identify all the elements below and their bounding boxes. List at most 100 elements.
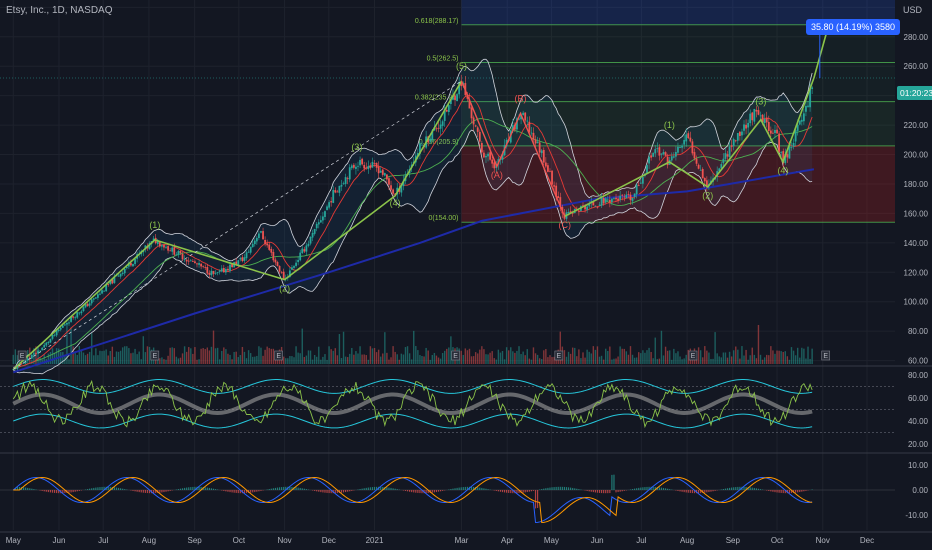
- volume-bar: [464, 348, 467, 364]
- candle-body: [796, 124, 799, 131]
- candle-body: [334, 190, 337, 193]
- candle-body: [693, 152, 696, 159]
- candle-body: [809, 88, 811, 108]
- volume-bar: [697, 347, 700, 364]
- macd-histogram-bar: [755, 488, 758, 490]
- candle-body: [660, 153, 663, 155]
- macd-histogram-bar: [421, 490, 423, 494]
- macd-histogram-bar: [584, 490, 586, 491]
- volume-bar: [328, 346, 330, 364]
- macd-histogram-bar: [536, 490, 539, 508]
- macd-histogram-bar: [613, 474, 615, 490]
- candle-body: [685, 134, 688, 142]
- macd-histogram-bar: [782, 490, 784, 494]
- candle-body: [305, 245, 308, 252]
- candle-body: [641, 176, 644, 184]
- volume-bar: [507, 350, 510, 364]
- candle-body: [70, 316, 72, 322]
- macd-histogram-bar: [208, 487, 210, 490]
- volume-bar: [39, 357, 41, 364]
- macd-histogram-bar: [142, 490, 144, 493]
- volume-bar: [384, 332, 386, 364]
- macd-histogram-bar: [679, 490, 681, 492]
- candle-body: [604, 198, 607, 203]
- volume-bar: [413, 330, 415, 364]
- macd-histogram-bar: [115, 487, 118, 490]
- macd-histogram-bar: [545, 488, 547, 490]
- volume-bar: [377, 349, 380, 364]
- volume-bar: [673, 348, 675, 364]
- volume-bar: [72, 346, 74, 364]
- macd-histogram-bar: [177, 489, 180, 490]
- volume-bar: [718, 356, 720, 364]
- volume-bar: [423, 356, 425, 364]
- x-tick-label: May: [544, 536, 559, 545]
- macd-histogram-bar: [186, 487, 188, 490]
- macd-histogram-bar: [417, 490, 419, 493]
- candle-body: [749, 113, 752, 124]
- macd-histogram-bar: [501, 490, 504, 493]
- volume-bar: [642, 350, 644, 364]
- volume-bar: [778, 350, 780, 364]
- candle-body: [751, 112, 754, 121]
- macd-histogram-bar: [227, 490, 229, 492]
- macd-histogram-bar: [99, 487, 101, 490]
- macd-histogram-bar: [683, 490, 685, 493]
- macd-histogram-bar: [250, 490, 252, 493]
- volume-bar: [809, 358, 811, 364]
- macd-histogram-bar: [503, 490, 506, 493]
- candle-body: [776, 129, 778, 134]
- candle-body: [730, 145, 733, 147]
- volume-bar: [159, 358, 161, 364]
- volume-bar: [743, 355, 745, 364]
- candle-body: [699, 169, 702, 171]
- symbol-title[interactable]: Etsy, Inc., 1D, NASDAQ: [6, 5, 113, 16]
- macd-histogram-bar: [532, 490, 535, 491]
- macd-histogram-bar: [700, 490, 702, 494]
- x-tick-label: Oct: [233, 536, 246, 545]
- macd-histogram-bar: [95, 487, 97, 490]
- y-tick-label: 60.00: [908, 357, 929, 366]
- candle-body: [429, 138, 432, 142]
- macd-histogram-bar: [534, 490, 537, 509]
- candle-body: [14, 368, 17, 370]
- candle-body: [39, 350, 42, 352]
- candle-body: [101, 290, 103, 294]
- macd-histogram-bar: [652, 486, 654, 490]
- candle-body: [596, 206, 599, 208]
- candle-body: [90, 299, 93, 304]
- candle-body: [608, 199, 611, 203]
- macd-histogram-bar: [708, 490, 710, 493]
- volume-bar: [660, 330, 663, 364]
- earnings-marker-label: E: [823, 353, 828, 360]
- candle-body: [373, 163, 376, 165]
- macd-histogram-bar: [181, 488, 184, 490]
- volume-bar: [68, 359, 70, 364]
- candle-body: [431, 130, 434, 141]
- volume-bar: [373, 348, 376, 364]
- macd-histogram-bar: [285, 486, 287, 490]
- rsi-tick-label: 20.00: [908, 440, 929, 449]
- candle-body: [606, 199, 609, 201]
- rsi-line: [12, 379, 813, 429]
- volume-bar: [522, 351, 524, 364]
- volume-bar: [466, 350, 469, 364]
- volume-bar: [171, 347, 173, 364]
- macd-histogram-bar: [795, 490, 797, 493]
- candle-body: [47, 341, 50, 344]
- candle-body: [765, 117, 768, 123]
- candle-body: [303, 249, 306, 252]
- x-tick-label: Jun: [591, 536, 604, 545]
- candle-body: [623, 196, 626, 198]
- volume-bar: [739, 358, 741, 364]
- candle-body: [80, 311, 83, 314]
- volume-bar: [501, 351, 504, 364]
- candle-body: [307, 243, 310, 246]
- volume-bar: [179, 357, 182, 364]
- candle-body: [367, 165, 370, 170]
- candle-body: [489, 152, 492, 160]
- macd-histogram-bar: [631, 489, 634, 490]
- candle-body: [703, 177, 706, 182]
- macd-histogram-bar: [691, 490, 694, 494]
